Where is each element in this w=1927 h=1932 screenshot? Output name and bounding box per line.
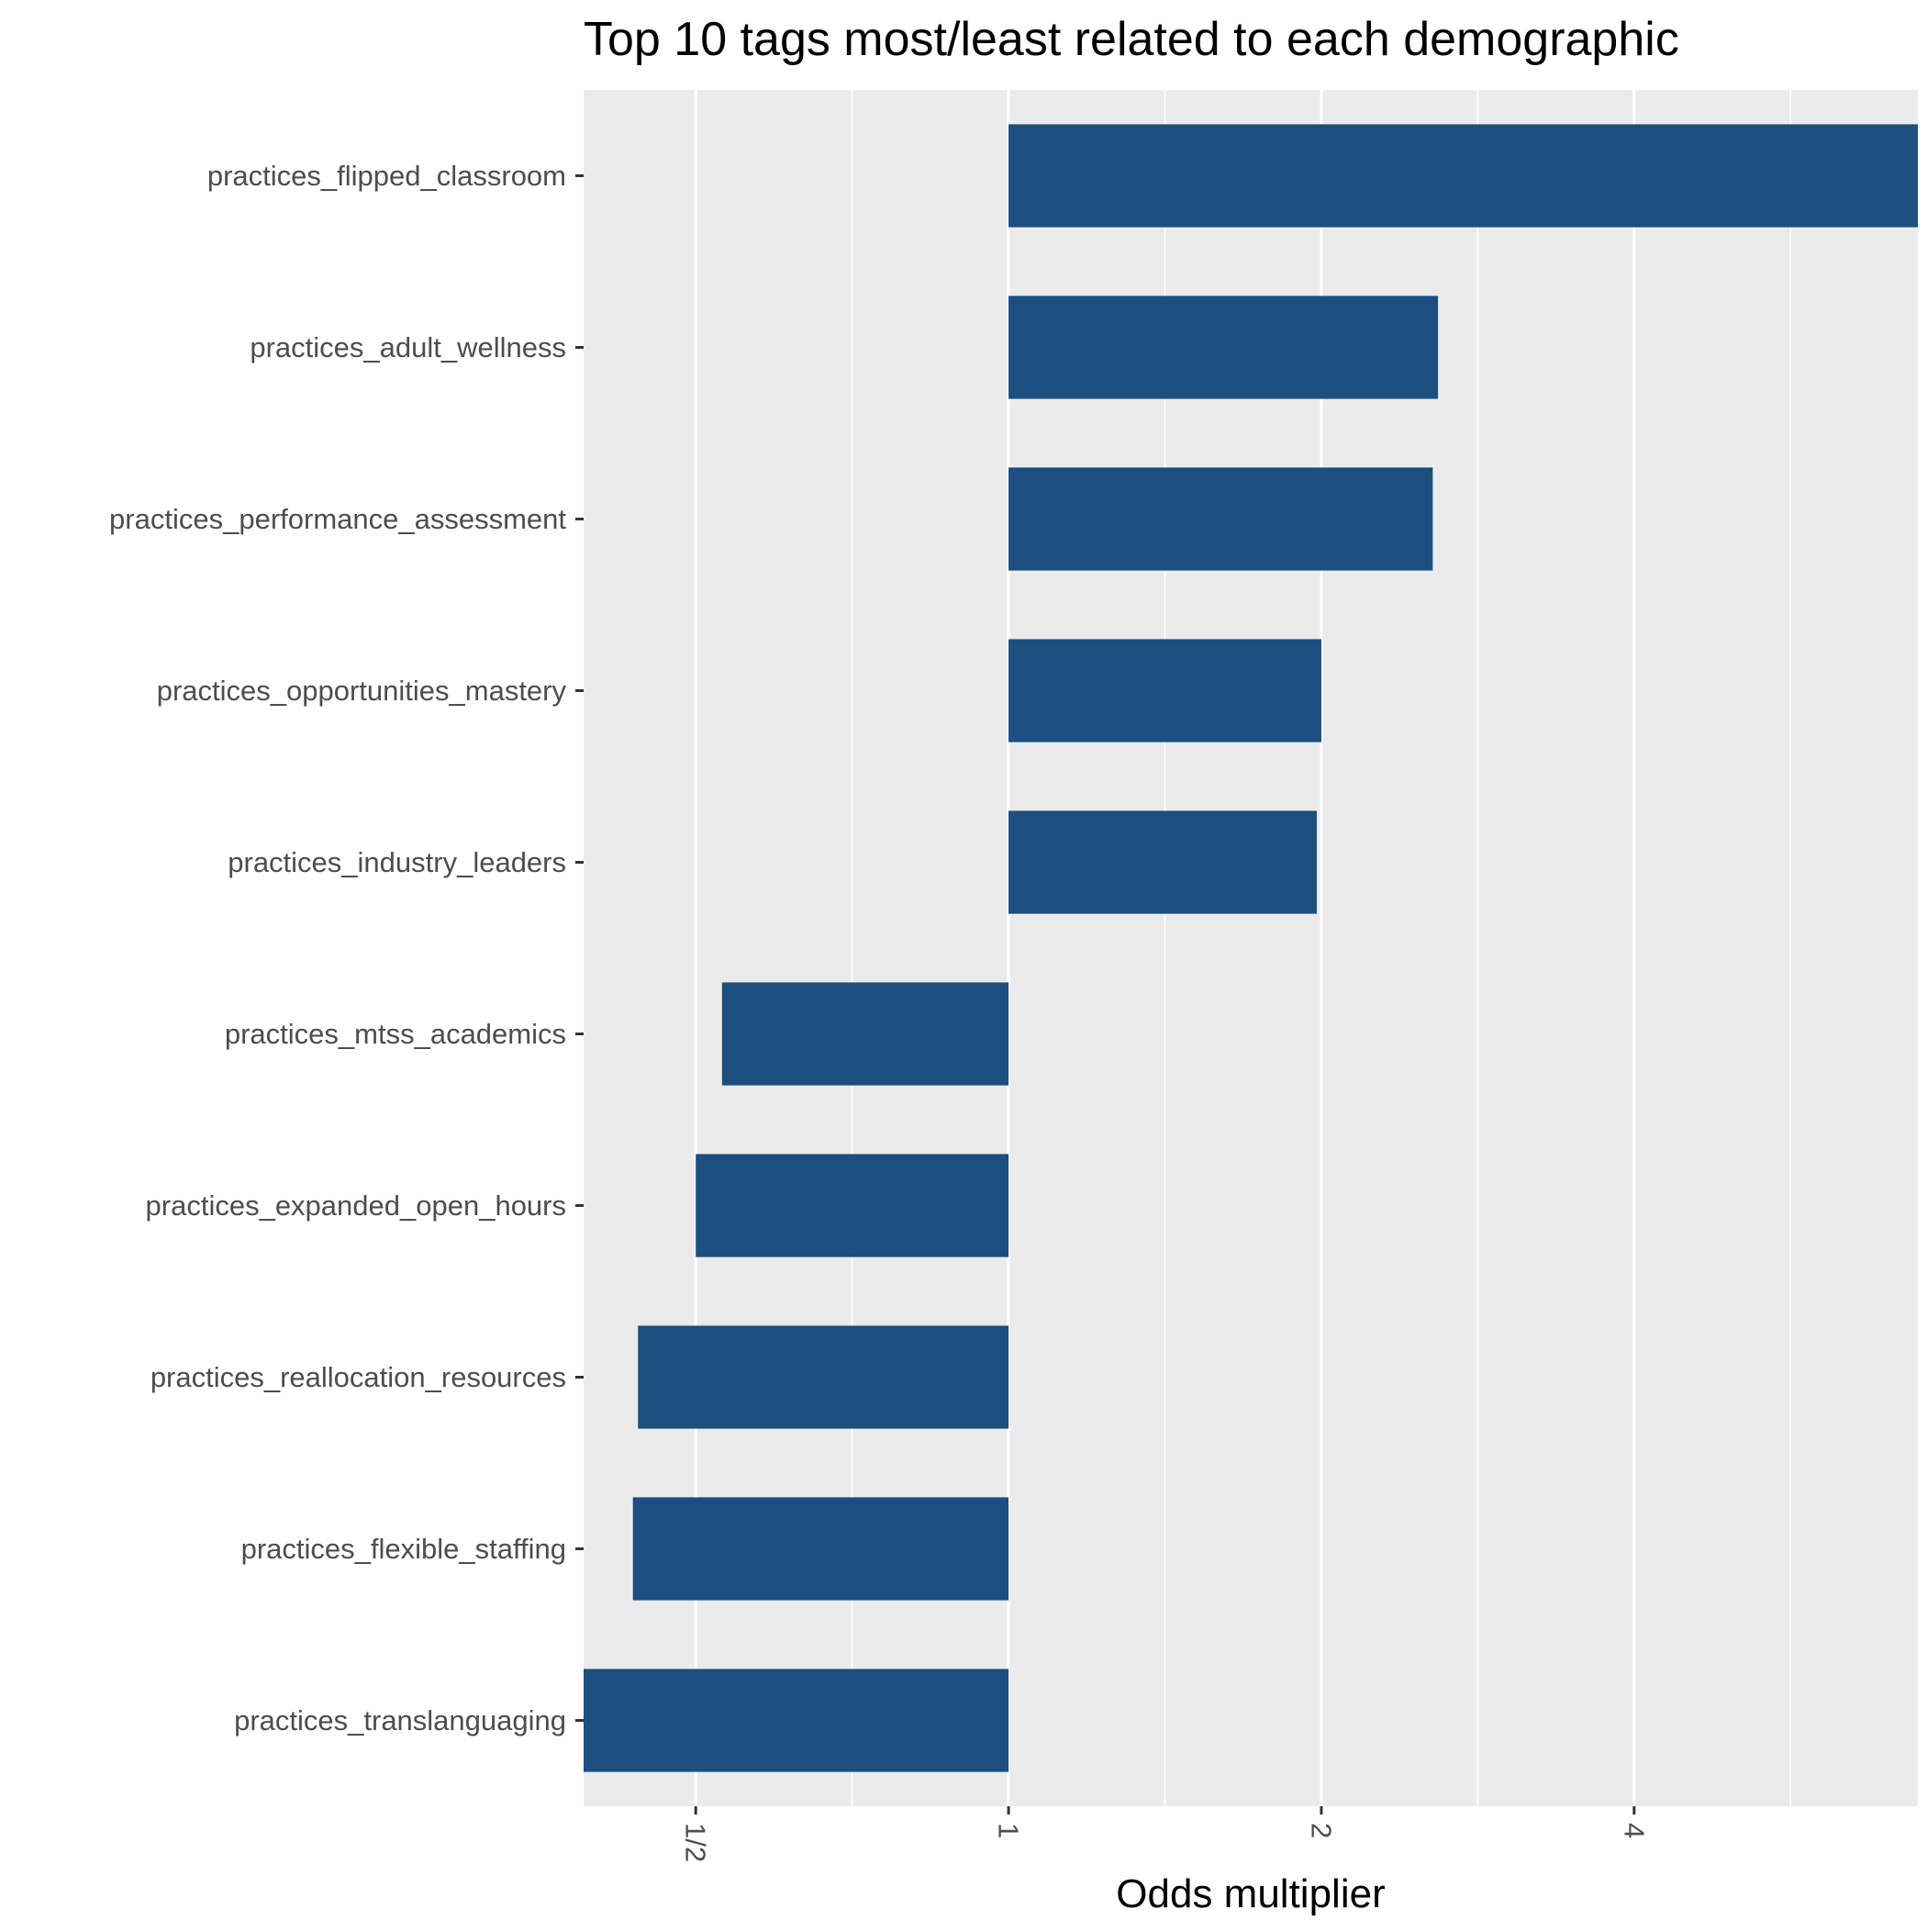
bar-practices_flipped_classroom xyxy=(1008,124,1918,228)
y-tick-label-7: practices_reallocation_resources xyxy=(150,1361,566,1393)
y-tick-label-8: practices_flexible_staffing xyxy=(241,1533,566,1565)
y-axis: practices_flipped_classroom practices_adu… xyxy=(109,160,584,1737)
bar-practices_expanded_open_hours xyxy=(696,1154,1009,1257)
chart-title: Top 10 tags most/least related to each d… xyxy=(584,13,1679,66)
y-tick-label-0: practices_flipped_classroom xyxy=(207,160,566,192)
x-tick-label-1: 1 xyxy=(993,1823,1025,1838)
bar-practices_performance_assessment xyxy=(1008,467,1433,571)
y-tick-label-2: practices_performance_assessment xyxy=(109,503,566,535)
y-tick-label-1: practices_adult_wellness xyxy=(250,331,566,363)
bar-practices_reallocation_resources xyxy=(638,1325,1009,1429)
bar-practices_adult_wellness xyxy=(1008,296,1439,399)
y-tick-label-3: practices_opportunities_mastery xyxy=(157,675,567,707)
y-tick-label-9: practices_translanguaging xyxy=(234,1704,566,1737)
y-tick-label-4: practices_industry_leaders xyxy=(228,846,566,878)
bar-practices_mtss_academics xyxy=(721,982,1009,1086)
x-tick-label-2: 2 xyxy=(1305,1823,1337,1838)
y-tick-label-5: practices_mtss_academics xyxy=(225,1018,566,1050)
x-tick-label-3: 4 xyxy=(1618,1823,1650,1838)
bars xyxy=(584,124,1918,1772)
bar-practices_translanguaging xyxy=(584,1669,1009,1772)
bar-practices_opportunities_mastery xyxy=(1008,639,1321,743)
x-axis: 1/2 1 2 4 xyxy=(680,1806,1650,1862)
x-tick-label-0: 1/2 xyxy=(680,1823,712,1862)
y-tick-label-6: practices_expanded_open_hours xyxy=(146,1189,566,1222)
bar-practices_flexible_staffing xyxy=(632,1497,1009,1601)
x-axis-title: Odds multiplier xyxy=(1116,1871,1385,1916)
bar-practices_industry_leaders xyxy=(1008,810,1318,914)
